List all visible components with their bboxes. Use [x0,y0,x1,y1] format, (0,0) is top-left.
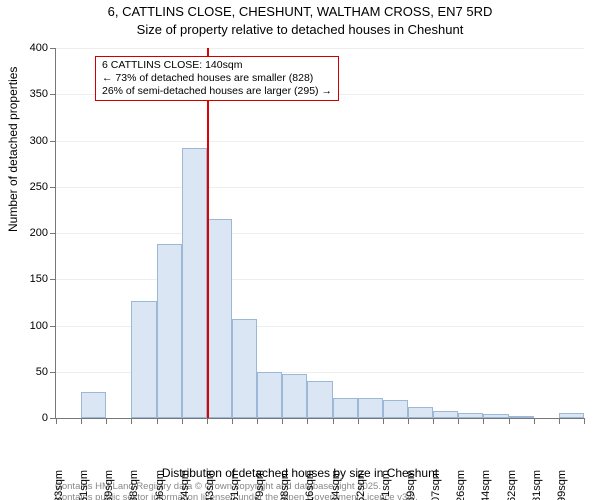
gridline [56,279,584,280]
y-tick-label: 300 [3,135,48,147]
histogram-bar [433,411,458,418]
histogram-bar [81,392,106,418]
x-tick [458,418,459,424]
histogram-bar [131,301,156,418]
histogram-bar [458,413,483,418]
x-tick-label: 399sqm [556,470,568,500]
y-tick-label: 200 [3,227,48,239]
x-tick [433,418,434,424]
x-tick [483,418,484,424]
annotation-line3: 26% of semi-detached houses are larger (… [102,85,332,98]
x-tick-label: 344sqm [480,470,492,500]
x-tick-label: 307sqm [430,470,442,500]
y-tick [50,187,56,188]
histogram-bar [257,372,282,418]
y-tick [50,48,56,49]
x-tick [257,418,258,424]
histogram-bar [157,244,182,418]
y-tick [50,372,56,373]
gridline [56,187,584,188]
chart-title-line1: 6, CATTLINS CLOSE, CHESHUNT, WALTHAM CRO… [0,4,600,19]
x-tick [534,418,535,424]
x-tick [584,418,585,424]
x-tick-label: 106sqm [154,470,166,500]
x-tick [358,418,359,424]
histogram-bar [408,407,433,418]
x-tick [509,418,510,424]
histogram-bar [207,219,232,418]
histogram-bar [358,398,383,418]
x-tick-label: 179sqm [254,470,266,500]
gridline [56,48,584,49]
x-tick [56,418,57,424]
y-tick-label: 250 [3,181,48,193]
x-tick [157,418,158,424]
y-tick [50,326,56,327]
y-tick-label: 0 [3,412,48,424]
x-tick-label: 143sqm [204,470,216,500]
gridline [56,233,584,234]
x-tick [182,418,183,424]
x-tick [106,418,107,424]
histogram-bar [559,413,584,418]
y-tick-label: 400 [3,42,48,54]
x-tick [333,418,334,424]
annotation-line2: ← 73% of detached houses are smaller (82… [102,72,332,85]
plot-area [55,48,584,419]
x-tick-label: 234sqm [330,470,342,500]
histogram-bar [232,319,257,418]
x-tick [232,418,233,424]
x-tick-label: 161sqm [229,470,241,500]
y-tick-label: 150 [3,273,48,285]
x-tick-label: 69sqm [103,470,115,500]
x-tick [383,418,384,424]
x-tick-label: 124sqm [179,470,191,500]
histogram-bar [307,381,332,418]
x-tick [282,418,283,424]
y-tick-label: 350 [3,88,48,100]
histogram-bar [333,398,358,418]
x-tick-label: 51sqm [78,470,90,500]
x-tick-label: 271sqm [380,470,392,500]
x-tick [81,418,82,424]
y-tick [50,279,56,280]
histogram-bar [282,374,307,418]
histogram-bar [383,400,408,419]
x-tick-label: 362sqm [506,470,518,500]
annotation-box: 6 CATTLINS CLOSE: 140sqm ← 73% of detach… [95,56,339,101]
marker-line [207,48,209,418]
annotation-line1: 6 CATTLINS CLOSE: 140sqm [102,59,332,72]
histogram-bar [509,416,534,418]
x-tick-label: 33sqm [53,470,65,500]
x-tick-label: 88sqm [128,470,140,500]
x-tick-label: 198sqm [279,470,291,500]
x-tick [307,418,308,424]
chart-title-line2: Size of property relative to detached ho… [0,22,600,37]
y-tick [50,141,56,142]
x-tick-label: 216sqm [304,470,316,500]
x-tick-label: 252sqm [355,470,367,500]
x-tick [559,418,560,424]
x-tick [408,418,409,424]
gridline [56,141,584,142]
chart-container: 6, CATTLINS CLOSE, CHESHUNT, WALTHAM CRO… [0,0,600,500]
x-tick [207,418,208,424]
x-tick-label: 326sqm [455,470,467,500]
x-tick-label: 381sqm [531,470,543,500]
y-tick [50,94,56,95]
y-tick-label: 50 [3,366,48,378]
y-tick-label: 100 [3,320,48,332]
x-tick-label: 289sqm [405,470,417,500]
y-tick [50,233,56,234]
x-tick [131,418,132,424]
histogram-bar [182,148,207,418]
histogram-bar [483,414,508,418]
